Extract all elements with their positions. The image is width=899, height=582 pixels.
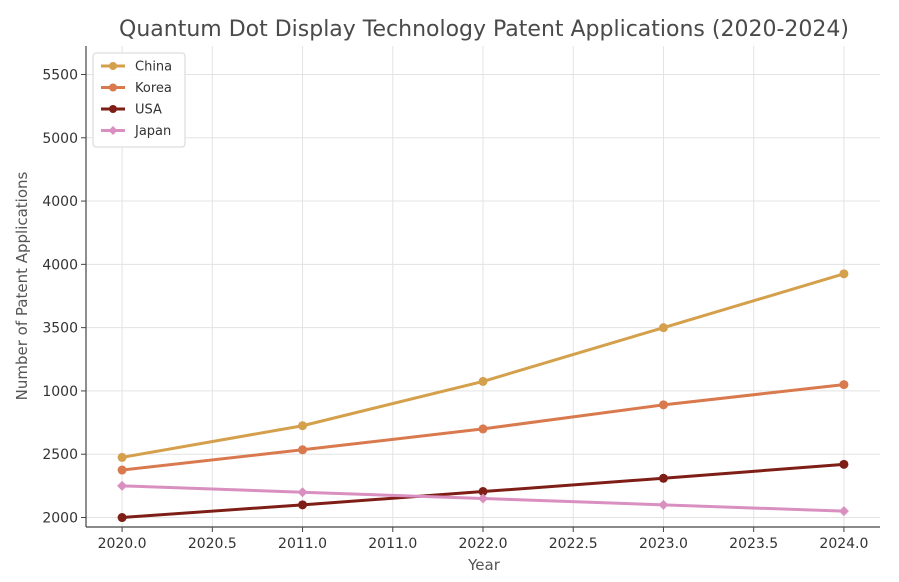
legend-box	[92, 52, 186, 148]
legend-marker-korea	[109, 83, 117, 92]
x-tick-label-4: 2022.0	[459, 536, 508, 552]
x-tick-label-3: 2011.0	[368, 536, 417, 552]
x-tick-label-8: 2024.0	[819, 536, 868, 552]
x-tick-label-7: 2023.5	[729, 536, 778, 552]
y-tick-label-7: 5500	[42, 67, 78, 83]
x-tick-label-1: 2020.5	[188, 536, 237, 552]
legend-marker-usa	[109, 105, 117, 113]
x-axis-label: Year	[467, 556, 501, 574]
y-tick-label-3: 3500	[42, 321, 78, 337]
data-point-korea-3	[658, 400, 668, 410]
data-point-china-2	[478, 376, 488, 386]
data-point-usa-0	[117, 513, 127, 523]
legend-label-korea: Korea	[135, 81, 172, 96]
y-tick-label-5: 4000	[42, 194, 78, 210]
data-point-usa-4	[839, 459, 849, 469]
x-tick-label-2: 2011.0	[278, 536, 327, 552]
legend: China Korea USA Japan	[92, 52, 186, 148]
x-tick-label-6: 2023.0	[639, 536, 688, 552]
data-point-korea-2	[478, 424, 488, 434]
legend-marker-japan	[108, 126, 118, 135]
data-point-usa-2	[478, 487, 488, 497]
data-point-japan-3	[658, 499, 669, 510]
data-point-china-4	[839, 269, 849, 279]
y-axis-label: Number of Patent Applications	[13, 171, 31, 400]
legend-label-china: China	[135, 60, 172, 75]
data-point-usa-1	[298, 500, 308, 510]
y-tick-label-1: 2500	[42, 447, 78, 463]
data-point-korea-0	[117, 465, 127, 475]
data-point-japan-4	[838, 506, 849, 517]
data-point-japan-0	[117, 480, 128, 491]
data-point-china-3	[658, 323, 668, 333]
y-tick-label-2: 1000	[42, 384, 78, 400]
data-point-china-0	[117, 452, 127, 462]
legend-marker-china	[109, 62, 117, 70]
data-point-usa-3	[658, 473, 668, 483]
chart-title: Quantum Dot Display Technology Patent Ap…	[119, 17, 849, 42]
data-point-korea-4	[839, 380, 849, 390]
y-tick-label-6: 5000	[42, 131, 78, 147]
plot-area: 2020.0 2020.5 2011.0 2011.0 2022.0 2022.5 2023…	[42, 46, 880, 552]
x-tick-label-0: 2020.0	[98, 536, 147, 552]
x-tick-label-5: 2022.5	[549, 536, 598, 552]
y-tick-label-0: 2000	[42, 511, 78, 527]
data-point-japan-2	[478, 493, 488, 504]
data-point-korea-1	[298, 445, 308, 455]
legend-label-usa: USA	[135, 103, 162, 118]
legend-label-japan: Japan	[134, 124, 171, 139]
data-point-japan-1	[297, 487, 308, 498]
data-point-china-1	[298, 421, 308, 431]
y-tick-label-4: 4000	[42, 257, 78, 273]
